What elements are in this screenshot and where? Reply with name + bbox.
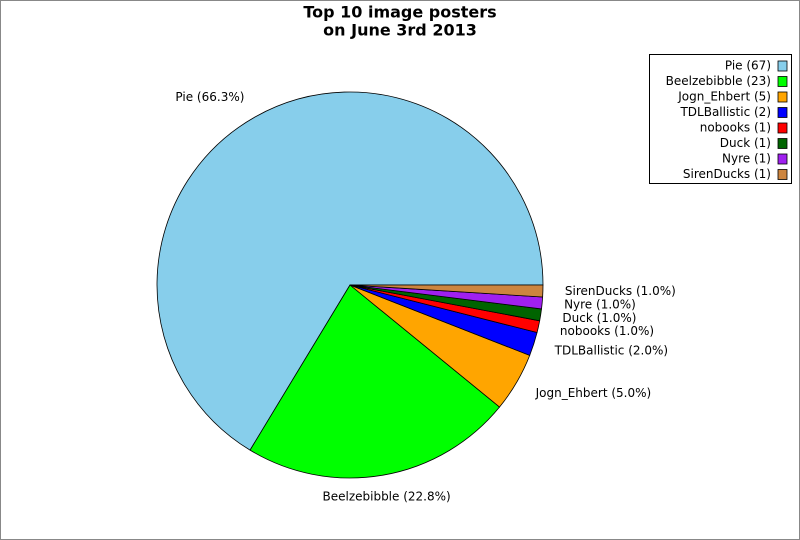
- slice-label: Jogn_Ehbert (5.0%): [535, 386, 652, 400]
- slice-label: Nyre (1.0%): [564, 298, 636, 312]
- legend-swatch: [777, 60, 788, 72]
- legend-label: Beelzebibble (23): [666, 74, 771, 88]
- pie-slice: [156, 91, 544, 451]
- legend-box: [649, 54, 792, 184]
- legend-swatch: [777, 107, 788, 118]
- legend-swatch: [777, 169, 788, 180]
- slice-label: nobooks (1.0%): [560, 324, 654, 338]
- legend-label: Pie (67): [725, 59, 771, 73]
- slice-label: TDLBallistic (2.0%): [554, 343, 668, 357]
- legend-label: Jogn_Ehbert (5): [677, 90, 771, 104]
- legend-label: nobooks (1): [700, 121, 771, 135]
- legend-swatch: [777, 122, 788, 134]
- legend-label: Nyre (1): [722, 152, 771, 166]
- slice-label: SirenDucks (1.0%): [565, 284, 676, 298]
- pie-slice: [249, 284, 501, 479]
- legend-swatch: [777, 76, 788, 87]
- legend-label: SirenDucks (1): [683, 167, 771, 181]
- legend-swatch: [777, 138, 788, 149]
- legend-swatch: [777, 153, 788, 165]
- legend-label: Duck (1): [720, 136, 771, 150]
- chart-title: Top 10 image posters: [303, 3, 496, 22]
- legend-label: TDLBallistic (2): [679, 105, 771, 119]
- chart-title: on June 3rd 2013: [323, 21, 477, 40]
- slice-label: Beelzebibble (22.8%): [322, 489, 450, 503]
- slice-label: Duck (1.0%): [562, 311, 636, 325]
- pie-slice: [349, 284, 544, 298]
- slice-label: Pie (66.3%): [175, 90, 244, 104]
- legend-swatch: [777, 91, 788, 103]
